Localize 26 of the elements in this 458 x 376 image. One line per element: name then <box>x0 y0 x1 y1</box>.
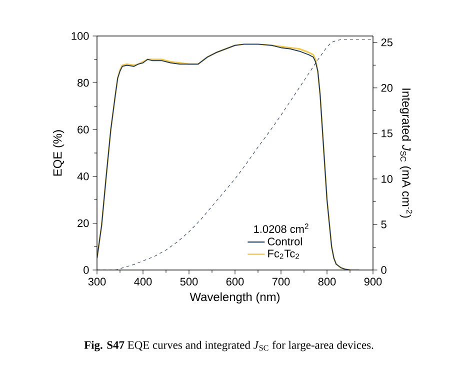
x-tick-label: 900 <box>364 278 382 286</box>
x-tick-label: 300 <box>88 278 106 286</box>
x-tick-label: 700 <box>272 278 290 286</box>
y2-tick-label: 25 <box>381 38 392 46</box>
y-tick-label: 60 <box>78 126 89 134</box>
y2-tick-label: 5 <box>381 220 386 228</box>
legend-label: Control <box>268 237 302 246</box>
x-tick-label: 800 <box>318 278 336 286</box>
y-tick-label: 80 <box>78 78 89 87</box>
y-tick-label: 100 <box>72 32 89 40</box>
y-axis-title: EQE (%) <box>52 130 64 176</box>
y-tick-label: 0 <box>84 266 89 274</box>
legend-label: Fc$_{2}$Tc$_{2}$ <box>268 250 300 259</box>
x-tick-label: 600 <box>226 278 244 286</box>
y-tick-label: 40 <box>77 172 89 180</box>
text: Fig. S47 EQE curves and integrated J$_{SC}$ for large-area devices. <box>84 340 374 352</box>
legend-title: 1.0208 cm$^{2}$ <box>254 224 308 233</box>
y2-tick-label: 20 <box>381 84 393 92</box>
x-tick-label: 500 <box>180 278 198 286</box>
y2-tick-label: 10 <box>382 175 393 183</box>
x-axis-title: Wavelength (nm) <box>190 292 280 304</box>
x-tick-label: 400 <box>134 278 152 286</box>
y2-tick-label: 15 <box>382 130 392 138</box>
y2-axis-title: Integrated J$_{SC}$ (mA cm$^{-2}$) <box>400 88 412 218</box>
y-tick-label: 20 <box>78 219 89 228</box>
y2-tick-label: 0 <box>381 266 386 274</box>
